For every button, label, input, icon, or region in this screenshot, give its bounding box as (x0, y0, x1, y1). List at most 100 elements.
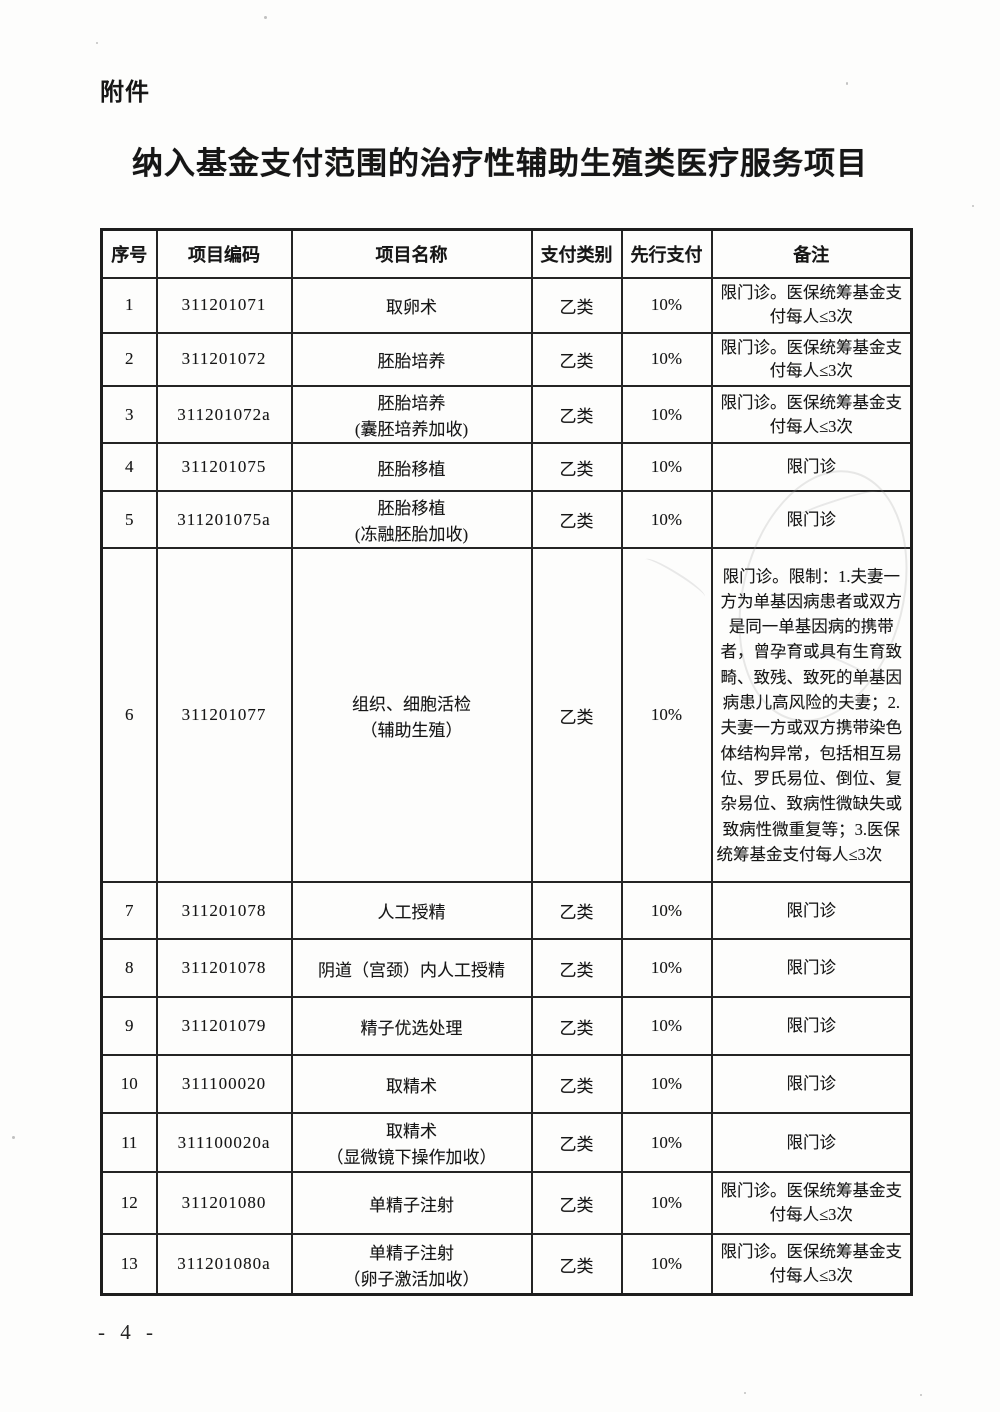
cell-name: 取精术 （显微镜下操作加收） (290, 1112, 533, 1174)
cell-seq: 13 (100, 1233, 158, 1296)
cell-seq: 9 (100, 996, 158, 1057)
header-remark: 备注 (710, 228, 913, 279)
cell-seq: 11 (100, 1112, 158, 1174)
table-row: 4 311201075 胚胎移植 乙类 10% 限门诊 (100, 442, 913, 493)
cell-advance: 10% (620, 996, 713, 1057)
cell-name: 取精术 (290, 1054, 533, 1115)
cell-seq: 7 (100, 881, 158, 941)
cell-remark: 限门诊。医保统筹基金支付每人≤3次 (710, 1233, 913, 1296)
item-name: 组织、细胞活检 (352, 694, 471, 714)
table-row: 13 311201080a 单精子注射 （卵子激活加收） 乙类 10% 限门诊。… (100, 1233, 913, 1296)
cell-seq: 3 (100, 385, 158, 445)
cell-seq: 1 (100, 276, 158, 334)
cell-seq: 2 (100, 331, 158, 388)
service-items-table: 序号 项目编码 项目名称 支付类别 先行支付 备注 1 311201071 取卵… (100, 228, 913, 1296)
scan-speck (920, 1394, 922, 1396)
header-seq: 序号 (100, 228, 158, 279)
cell-category: 乙类 (530, 331, 623, 388)
cell-name: 胚胎移植 (冻融胚胎加收) (290, 490, 533, 550)
cell-code: 311100020a (155, 1112, 293, 1174)
cell-remark: 限门诊。医保统筹基金支付每人≤3次 (710, 1171, 913, 1236)
table-row: 1 311201071 取卵术 乙类 10% 限门诊。医保统筹基金支付每人≤3次 (100, 276, 913, 334)
cell-advance: 10% (620, 1171, 713, 1236)
page-number: - 4 - (98, 1320, 158, 1344)
scan-speck (96, 42, 98, 44)
cell-seq: 12 (100, 1171, 158, 1236)
cell-category: 乙类 (530, 1233, 623, 1296)
table-row: 5 311201075a 胚胎移植 (冻融胚胎加收) 乙类 10% 限门诊 (100, 490, 913, 550)
cell-category: 乙类 (530, 442, 623, 493)
cell-remark: 限门诊 (710, 1112, 913, 1174)
header-advance-pay: 先行支付 (620, 228, 713, 279)
cell-code: 311201071 (155, 276, 293, 334)
table-row: 6 311201077 组织、细胞活检 （辅助生殖） 乙类 10% 限门诊。限制… (100, 547, 913, 884)
item-name-sub: (囊胚培养加收) (354, 420, 469, 440)
cell-code: 311201075 (155, 442, 293, 493)
item-name: 人工授精 (377, 903, 446, 923)
cell-remark: 限门诊 (710, 881, 913, 941)
cell-advance: 10% (620, 385, 713, 445)
cell-advance: 10% (620, 938, 713, 999)
cell-remark: 限门诊 (710, 442, 913, 493)
scan-speck (12, 1136, 15, 1139)
cell-code: 311201079 (155, 996, 293, 1057)
cell-category: 乙类 (530, 547, 623, 884)
cell-advance: 10% (620, 276, 713, 334)
cell-name: 胚胎移植 (290, 442, 533, 493)
cell-seq: 5 (100, 490, 158, 550)
item-name: 取精术 (386, 1122, 437, 1142)
cell-category: 乙类 (530, 996, 623, 1057)
cell-advance: 10% (620, 547, 713, 884)
scan-speck (744, 1392, 746, 1394)
table-row: 12 311201080 单精子注射 乙类 10% 限门诊。医保统筹基金支付每人… (100, 1171, 913, 1236)
item-name: 单精子注射 (369, 1195, 454, 1215)
table-row: 7 311201078 人工授精 乙类 10% 限门诊 (100, 881, 913, 941)
cell-code: 311201077 (155, 547, 293, 884)
cell-category: 乙类 (530, 938, 623, 999)
scan-speck (972, 205, 974, 207)
cell-remark: 限门诊。医保统筹基金支付每人≤3次 (710, 385, 913, 445)
cell-code: 311201080 (155, 1171, 293, 1236)
cell-remark: 限门诊 (710, 1054, 913, 1115)
cell-remark: 限门诊 (710, 996, 913, 1057)
item-name: 取卵术 (386, 297, 437, 317)
cell-code: 311201075a (155, 490, 293, 550)
cell-name: 人工授精 (290, 881, 533, 941)
scan-speck (846, 82, 848, 85)
cell-name: 阴道（宫颈）内人工授精 (290, 938, 533, 999)
table-row: 10 311100020 取精术 乙类 10% 限门诊 (100, 1054, 913, 1115)
cell-category: 乙类 (530, 276, 623, 334)
item-name: 胚胎培养 (377, 394, 446, 414)
cell-remark: 限门诊。医保统筹基金支付每人≤3次 (710, 331, 913, 388)
cell-category: 乙类 (530, 881, 623, 941)
cell-name: 胚胎培养 (囊胚培养加收) (290, 385, 533, 445)
item-name: 精子优选处理 (360, 1018, 463, 1038)
cell-code: 311201072 (155, 331, 293, 388)
item-name: 胚胎移植 (377, 459, 446, 479)
cell-category: 乙类 (530, 1054, 623, 1115)
cell-remark: 限门诊。医保统筹基金支付每人≤3次 (710, 276, 913, 334)
item-name-sub: （显微镜下操作加收） (326, 1148, 497, 1168)
cell-remark: 限门诊。限制：1.夫妻一方为单基因病患者或双方是同一单基因病的携带者，曾孕育或具… (710, 547, 913, 884)
cell-name: 胚胎培养 (290, 331, 533, 388)
cell-remark: 限门诊 (710, 938, 913, 999)
cell-seq: 6 (100, 547, 158, 884)
table-row: 3 311201072a 胚胎培养 (囊胚培养加收) 乙类 10% 限门诊。医保… (100, 385, 913, 445)
item-name: 单精子注射 (369, 1243, 454, 1263)
cell-advance: 10% (620, 1054, 713, 1115)
cell-name: 单精子注射 （卵子激活加收） (290, 1233, 533, 1296)
cell-name: 组织、细胞活检 （辅助生殖） (290, 547, 533, 884)
header-pay-category: 支付类别 (530, 228, 623, 279)
table-body: 1 311201071 取卵术 乙类 10% 限门诊。医保统筹基金支付每人≤3次… (100, 276, 913, 1296)
attachment-label: 附件 (100, 80, 150, 106)
cell-code: 311201080a (155, 1233, 293, 1296)
item-name-sub: (冻融胚胎加收) (354, 525, 469, 545)
item-name: 胚胎培养 (377, 351, 446, 371)
cell-name: 单精子注射 (290, 1171, 533, 1236)
cell-advance: 10% (620, 1233, 713, 1296)
table-row: 9 311201079 精子优选处理 乙类 10% 限门诊 (100, 996, 913, 1057)
cell-seq: 4 (100, 442, 158, 493)
cell-code: 311201072a (155, 385, 293, 445)
cell-category: 乙类 (530, 385, 623, 445)
